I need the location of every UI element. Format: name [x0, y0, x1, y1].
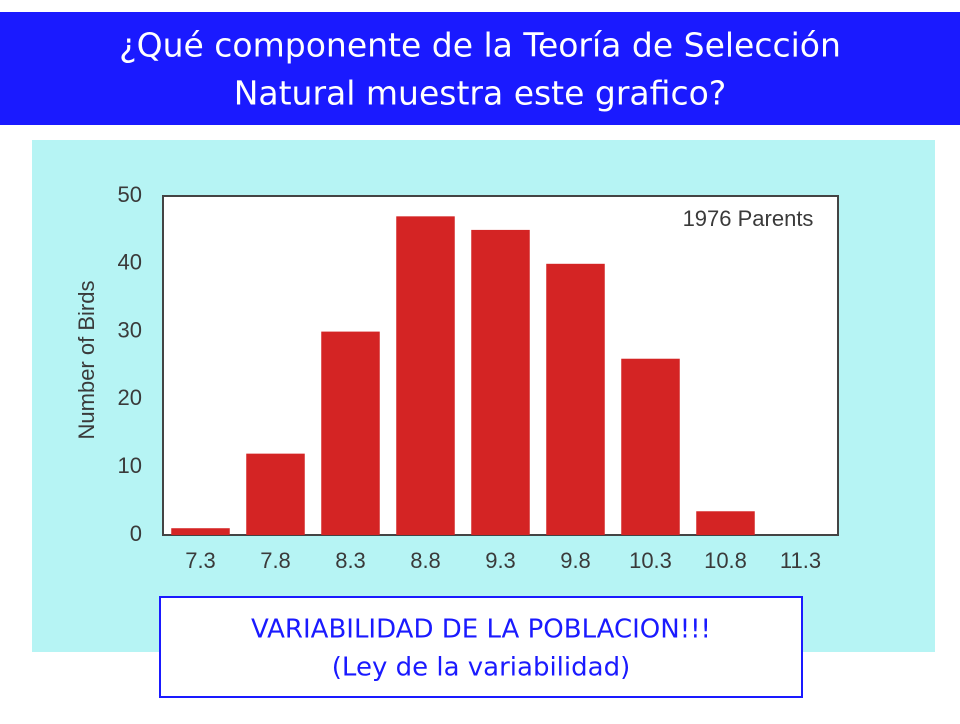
- annotation: 1976 Parents: [683, 206, 814, 231]
- bar: [396, 216, 455, 535]
- x-tick-label: 7.8: [260, 548, 291, 573]
- chart-marks: 0 10 20 30 40 50 7.3 7.8 8.3 8.8 9.3 9.8 10.3 10.8 11.…: [118, 182, 822, 573]
- x-tick-label: 8.8: [410, 548, 441, 573]
- x-tick-label: 9.3: [485, 548, 516, 573]
- bar: [621, 358, 680, 535]
- y-axis-label: Number of Birds: [74, 281, 99, 440]
- x-tick-label: 8.3: [335, 548, 366, 573]
- slide-title: ¿Qué componente de la Teoría de Selecció…: [119, 26, 841, 65]
- x-tick-label: 11.3: [780, 548, 821, 573]
- y-tick-label: 40: [118, 250, 142, 275]
- y-tick-label: 20: [118, 385, 142, 410]
- y-tick-label: 50: [118, 182, 142, 207]
- y-tick-label: 10: [118, 453, 142, 478]
- title-bar: [0, 12, 960, 125]
- y-tick-label: 0: [130, 521, 142, 546]
- bar: [246, 453, 305, 535]
- x-tick-label: 10.3: [629, 548, 672, 573]
- answer-text: (Ley de la variabilidad): [332, 653, 630, 683]
- bar: [321, 331, 380, 535]
- bar: [471, 229, 530, 535]
- bar: [171, 528, 230, 535]
- x-tick-label: 7.3: [185, 548, 216, 573]
- bar: [696, 511, 755, 535]
- x-tick-label: 10.8: [704, 548, 747, 573]
- x-tick-label: 9.8: [560, 548, 591, 573]
- answer-box: [159, 596, 803, 698]
- slide-title: Natural muestra este grafico?: [234, 74, 727, 113]
- bar: [546, 263, 605, 535]
- answer-text: VARIABILIDAD DE LA POBLACION!!!: [251, 615, 711, 645]
- y-tick-label: 30: [118, 317, 142, 342]
